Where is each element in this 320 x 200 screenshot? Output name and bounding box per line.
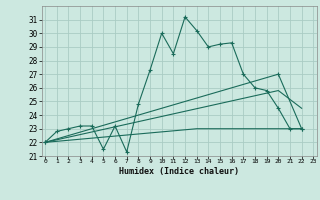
X-axis label: Humidex (Indice chaleur): Humidex (Indice chaleur) bbox=[119, 167, 239, 176]
